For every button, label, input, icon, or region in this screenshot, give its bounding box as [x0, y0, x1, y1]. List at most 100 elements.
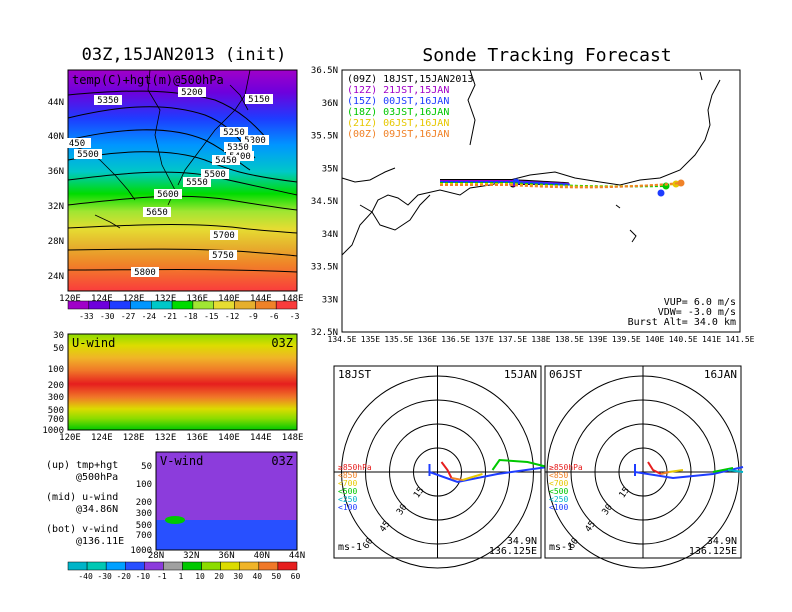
- lat-tick-label: 32N: [48, 202, 64, 212]
- colorbar-label: 10: [195, 572, 205, 581]
- contour-label: 5500: [204, 170, 226, 180]
- lat-tick-label: 33N: [322, 295, 338, 305]
- track-legend: (09Z) 18JST,15JAN2013(12Z) 21JST,15JAN(1…: [347, 74, 473, 140]
- lat-tick-label: 34N: [322, 230, 338, 240]
- colorbar-swatch: [130, 300, 152, 310]
- wind-colorbar: -40 -30 -20 -10 -1 1 10 20 30 40 50 60: [67, 561, 300, 581]
- hodo-level: <250: [549, 495, 568, 504]
- left-title: 03Z,15JAN2013 (init): [82, 45, 287, 65]
- temp-colorbar: -33 -30 -27 -24 -21 -18 -15 -12 -9 -6 -3: [67, 300, 300, 321]
- track-coastline: [341, 69, 721, 256]
- contour-label: 450: [69, 139, 85, 149]
- hodograph-trace: [727, 469, 744, 473]
- lon-tick-label: 135E: [361, 335, 380, 344]
- hodo-level: <700: [338, 479, 357, 488]
- lon-tick-label: 132E: [155, 294, 177, 304]
- colorbar-label: -20: [116, 572, 131, 581]
- colorbar-swatch: [220, 561, 241, 571]
- u-wind-time: 03Z: [271, 336, 293, 350]
- colorbar-label: -18: [183, 312, 198, 321]
- hodo-lon: 136.125E: [489, 546, 537, 557]
- lon-tick-label: 141.5E: [726, 335, 755, 344]
- hodograph-trace: [712, 467, 734, 473]
- legend-entry: (12Z) 21JST,15JAN: [347, 85, 449, 96]
- height-contour: [67, 195, 298, 211]
- note-line: @500hPa: [76, 472, 118, 483]
- lat-tick-label: 28N: [148, 551, 164, 561]
- colorbar-swatch: [67, 300, 90, 310]
- colorbar-swatch: [277, 561, 298, 571]
- landing-point: [677, 179, 685, 187]
- note-line: @136.11E: [76, 536, 124, 547]
- colorbar-label: -30: [97, 572, 112, 581]
- pressure-tick: 100: [48, 365, 64, 375]
- colorbar-swatch: [171, 300, 194, 310]
- hodo-lon: 136.125E: [689, 546, 737, 557]
- pressure-tick: 500: [136, 521, 152, 531]
- pressure-tick: 700: [48, 415, 64, 425]
- contour-label: 5800: [134, 268, 156, 278]
- hodograph-trace: [428, 464, 548, 484]
- lat-tick-label: 36N: [322, 99, 338, 109]
- colorbar-label: -24: [142, 312, 157, 321]
- colorbar-swatch: [86, 561, 107, 571]
- top-map-label: temp(C)+hgt(m)@500hPa: [72, 73, 224, 87]
- v-lat-ticks: 28N 32N 36N 40N 44N: [148, 551, 305, 561]
- v-wind-label: V-wind: [160, 454, 203, 468]
- temp-field: [67, 69, 298, 292]
- coastline-segment: [699, 71, 703, 81]
- lon-tick-label: 136E: [418, 335, 437, 344]
- contour-labels: 5350520051505250530053505400545055005550…: [63, 87, 273, 278]
- colorbar-label: -9: [248, 312, 258, 321]
- height-contour: [67, 224, 298, 234]
- lat-tick-label: 24N: [48, 272, 64, 282]
- hodo-level: ≥850hPa: [338, 463, 372, 472]
- lon-tick-label: 138E: [531, 335, 550, 344]
- lon-tick-label: 137E: [475, 335, 494, 344]
- colorbar-swatch: [201, 561, 221, 571]
- colorbar-swatch: [109, 300, 131, 310]
- height-contour: [67, 90, 269, 141]
- colorbar-swatch: [192, 300, 214, 310]
- colorbar-swatch: [234, 300, 256, 310]
- track-param: VUP= 6.0 m/s: [664, 297, 736, 308]
- colorbar-swatch: [105, 561, 126, 571]
- track-lat-ticks: 36.5N 36N 35.5N 35N 34.5N 34N 33.5N 33N 32.5N: [311, 66, 338, 338]
- track-lon-ticks: 134.5E 135E 135.5E 136E 136.5E 137E 137.5E 138E…: [328, 335, 755, 344]
- pressure-tick: 500: [48, 406, 64, 416]
- hodograph-trace: [660, 471, 670, 475]
- colorbar-swatch: [88, 300, 110, 310]
- colorbar-swatch: [258, 561, 279, 571]
- pressure-tick: 1000: [130, 546, 152, 556]
- colorbar-label: 1: [179, 572, 184, 581]
- hodo-level: <850: [338, 471, 357, 480]
- lat-tick-label: 35N: [322, 164, 338, 174]
- legend-entry: (00Z) 09JST,16JAN: [347, 129, 449, 140]
- pressure-tick: 700: [136, 531, 152, 541]
- lon-tick-label: 124E: [91, 294, 113, 304]
- u-wind-field: [67, 333, 298, 431]
- lon-tick-label: 136E: [186, 433, 208, 443]
- lon-tick-label: 128E: [123, 294, 145, 304]
- colorbar-swatch: [239, 561, 260, 571]
- lon-tick-label: 136.5E: [441, 335, 470, 344]
- lon-tick-label: 140E: [218, 294, 240, 304]
- hodo-level: <500: [338, 487, 357, 496]
- colorbar-label: -12: [225, 312, 240, 321]
- colorbar-label: -6: [269, 312, 279, 321]
- lat-tick-label: 44N: [289, 551, 305, 561]
- track-map-frame: [341, 69, 741, 333]
- colorbar-label: -40: [78, 572, 93, 581]
- v-wind-patch: [165, 516, 185, 524]
- coastline-segment: [629, 229, 637, 243]
- lon-ticks: 120E 124E 128E 132E 136E 140E 144E 148E: [59, 294, 303, 304]
- colorbar-swatch: [125, 561, 145, 571]
- lon-tick-label: 148E: [282, 433, 304, 443]
- note-line: @34.86N: [76, 504, 118, 515]
- top-map: 5350520051505250530053505400545055005550…: [48, 69, 303, 321]
- hodo-date: 16JAN: [704, 368, 737, 381]
- lon-tick-label: 140E: [645, 335, 664, 344]
- panel-notes: (up) tmp+hgt@500hPa (mid) u-wind@34.86N (b…: [46, 460, 124, 547]
- lon-tick-label: 137.5E: [498, 335, 527, 344]
